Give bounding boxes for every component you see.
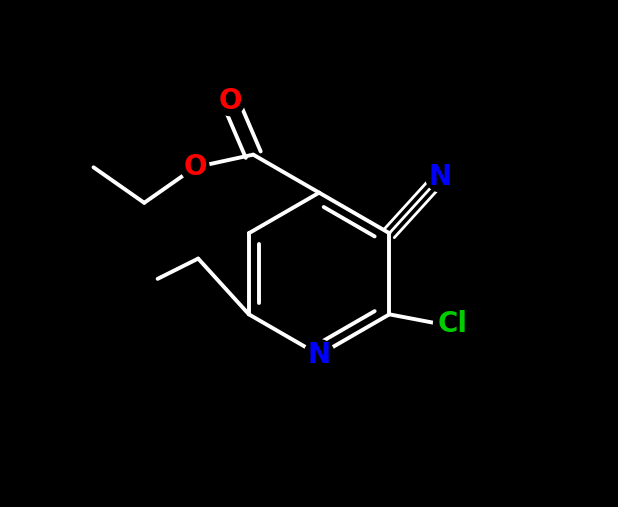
Circle shape (433, 305, 472, 344)
Text: Cl: Cl (438, 310, 468, 339)
Circle shape (426, 163, 454, 192)
Circle shape (304, 340, 334, 370)
Text: O: O (183, 153, 206, 182)
Circle shape (216, 87, 245, 116)
Text: O: O (219, 87, 242, 116)
Text: N: N (428, 163, 452, 192)
Circle shape (180, 153, 209, 182)
Text: N: N (308, 341, 331, 369)
